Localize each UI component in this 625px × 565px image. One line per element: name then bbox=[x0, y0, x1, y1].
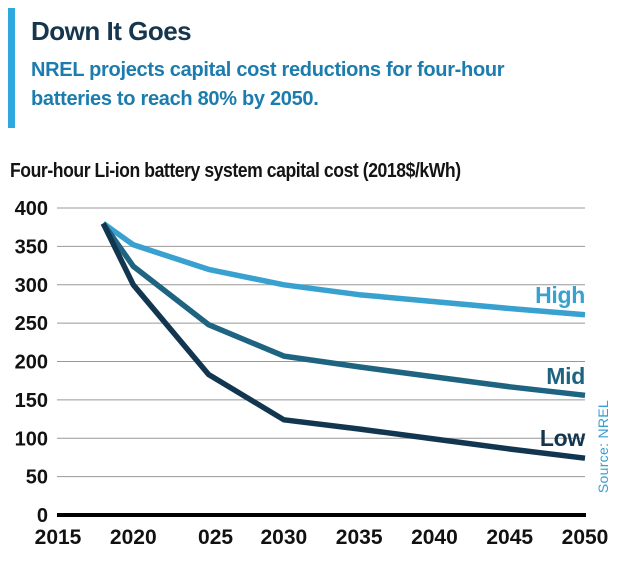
x-tick-label: 2015 bbox=[35, 526, 82, 549]
x-tick-label: 025 bbox=[198, 526, 233, 549]
series-label-high: High bbox=[535, 282, 585, 308]
x-tick-label: 2045 bbox=[486, 526, 533, 549]
source-credit: Source: NREL bbox=[595, 400, 611, 494]
series-line-mid bbox=[100, 221, 586, 399]
y-tick-label: 250 bbox=[15, 313, 48, 335]
y-tick-label: 300 bbox=[15, 275, 48, 297]
x-tick-label: 2040 bbox=[411, 526, 458, 549]
x-tick-label: 2020 bbox=[110, 526, 157, 549]
page-title: Down It Goes bbox=[31, 16, 192, 46]
y-tick-label: 400 bbox=[15, 198, 48, 220]
x-tick-label: 2030 bbox=[260, 526, 307, 549]
chart-title: Four-hour Li-ion battery system capital … bbox=[10, 160, 461, 182]
y-tick-label: 50 bbox=[26, 467, 48, 489]
y-tick-label: 100 bbox=[15, 428, 48, 450]
y-tick-label: 200 bbox=[15, 352, 48, 374]
series-label-low: Low bbox=[539, 425, 585, 451]
accent-bar bbox=[8, 8, 15, 128]
y-tick-label: 150 bbox=[15, 390, 48, 412]
y-tick-label: 350 bbox=[15, 236, 48, 258]
series-line-low bbox=[100, 222, 586, 461]
x-tick-label: 2050 bbox=[562, 526, 609, 549]
x-tick-label: 2035 bbox=[336, 526, 383, 549]
series-line-high bbox=[101, 221, 586, 318]
page-subtitle: NREL projects capital cost reductions fo… bbox=[31, 59, 505, 110]
series-label-mid: Mid bbox=[546, 363, 585, 389]
y-tick-label: 0 bbox=[37, 505, 48, 527]
